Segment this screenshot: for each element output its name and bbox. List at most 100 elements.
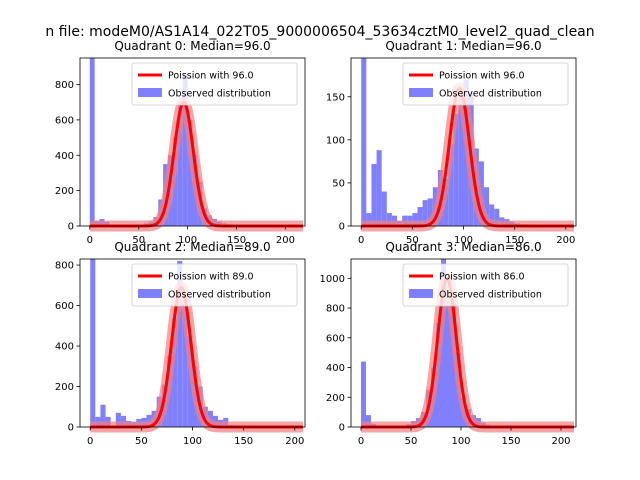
x-tick-label: 150 [234, 436, 253, 447]
histogram-bar [417, 207, 423, 226]
x-tick-label: 200 [276, 235, 295, 246]
histogram-bar [412, 213, 418, 226]
x-tick-label: 0 [87, 436, 93, 447]
histogram-bar [172, 317, 178, 427]
subplot-2: 0 50 100 150 200 0 200 400 600 800 Quadrant 2: Med… [55, 240, 308, 447]
legend-observed-label: Observed distribution [168, 89, 271, 100]
x-tick-label: 0 [358, 436, 364, 447]
histogram-bar [489, 204, 495, 226]
x-tick-label: 200 [551, 436, 570, 447]
y-tick-label: 0 [68, 423, 74, 434]
x-tick-label: 200 [556, 235, 575, 246]
subplot-title: Quadrant 0: Median=96.0 [114, 39, 270, 53]
histogram-bar [422, 200, 428, 226]
x-tick-label: 50 [405, 436, 418, 447]
legend-observed-swatch [409, 88, 433, 97]
histogram-bar [182, 299, 188, 427]
y-tick-label: 150 [326, 92, 345, 103]
histogram-bar [115, 412, 121, 427]
x-tick-label: 200 [285, 436, 304, 447]
histogram-bar [177, 261, 183, 427]
histogram-bar [371, 163, 377, 226]
subplot-title: Quadrant 3: Median=86.0 [385, 240, 541, 254]
y-tick-label: 800 [326, 304, 345, 315]
legend-fit-label: Poission with 96.0 [168, 71, 254, 82]
y-tick-label: 600 [55, 115, 74, 126]
histogram-bar [177, 102, 183, 226]
legend-observed-label: Observed distribution [439, 290, 542, 301]
legend: Poission with 96.0 Observed distribution [402, 62, 569, 106]
x-tick-label: 50 [132, 235, 145, 246]
histogram-bar [182, 75, 188, 227]
y-tick-label: 200 [55, 382, 74, 393]
histogram-bar [187, 335, 193, 427]
legend-observed-swatch [138, 88, 162, 97]
legend-box [402, 263, 569, 307]
histogram-bar [376, 150, 382, 226]
legend-observed-label: Observed distribution [168, 290, 271, 301]
histogram-bar [446, 300, 451, 427]
histogram-bar [100, 404, 106, 427]
histogram-bar [120, 415, 127, 427]
histogram-bar [453, 114, 459, 226]
histogram-bar [366, 213, 372, 226]
y-tick-label: 100 [326, 135, 345, 146]
y-tick-label: 50 [332, 178, 345, 189]
histogram-bar [90, 259, 96, 427]
histogram-bar [366, 415, 371, 427]
histogram-bar [458, 96, 464, 227]
x-tick-label: 100 [451, 436, 470, 447]
histogram-bar [361, 361, 366, 427]
x-tick-label: 150 [501, 436, 520, 447]
subplot-0: 0 50 100 150 200 0 200 400 600 800 Quadrant 0: Med… [55, 39, 308, 246]
y-tick-label: 400 [326, 363, 345, 374]
y-tick-label: 200 [326, 393, 345, 404]
fit-band [85, 281, 308, 433]
y-tick-label: 0 [339, 222, 345, 233]
histogram-bar [448, 144, 454, 226]
histogram-bar [451, 303, 456, 427]
histogram-bar [89, 58, 95, 226]
x-tick-label: 100 [183, 436, 202, 447]
axes-frame [79, 57, 306, 227]
legend: Poission with 89.0 Observed distribution [131, 263, 298, 307]
histogram-bar [427, 198, 433, 226]
y-tick-label: 600 [326, 333, 345, 344]
legend-box [131, 62, 298, 106]
x-tick-label: 50 [406, 235, 419, 246]
histogram-bar [386, 213, 392, 226]
subplot-1: 0 50 100 150 200 0 50 100 150 Quadrant 1: Median=… [326, 39, 579, 246]
histogram-bar [494, 208, 500, 226]
legend: Poission with 96.0 Observed distribution [131, 62, 298, 106]
y-tick-label: 800 [55, 261, 74, 272]
y-tick-label: 400 [55, 151, 74, 162]
x-tick-label: 100 [454, 235, 473, 246]
legend-observed-swatch [138, 289, 162, 298]
legend-observed-swatch [409, 289, 433, 298]
y-tick-label: 800 [55, 80, 74, 91]
x-tick-label: 50 [135, 436, 148, 447]
x-tick-label: 0 [87, 235, 93, 246]
y-tick-label: 400 [55, 342, 74, 353]
x-tick-label: 150 [505, 235, 524, 246]
histogram-bar [483, 187, 490, 226]
figure-suptitle: n file: modeM0/AS1A14_022T05_9000006504_… [45, 24, 594, 40]
legend-fit-label: Poission with 96.0 [439, 71, 525, 82]
x-tick-label: 0 [358, 235, 364, 246]
x-tick-label: 150 [227, 235, 246, 246]
legend-box [402, 62, 569, 106]
y-tick-label: 1000 [320, 274, 345, 285]
axes-frame [350, 258, 577, 428]
legend: Poission with 86.0 Observed distribution [402, 263, 569, 307]
legend-box [131, 263, 298, 307]
y-tick-label: 0 [339, 423, 345, 434]
legend-fit-label: Poission with 89.0 [168, 272, 254, 283]
x-tick-label: 100 [178, 235, 197, 246]
y-tick-label: 600 [55, 301, 74, 312]
y-tick-label: 0 [68, 222, 74, 233]
subplot-title: Quadrant 1: Median=96.0 [385, 39, 541, 53]
histogram-bar [361, 58, 367, 226]
y-tick-label: 200 [55, 186, 74, 197]
legend-fit-label: Poission with 86.0 [439, 272, 525, 283]
